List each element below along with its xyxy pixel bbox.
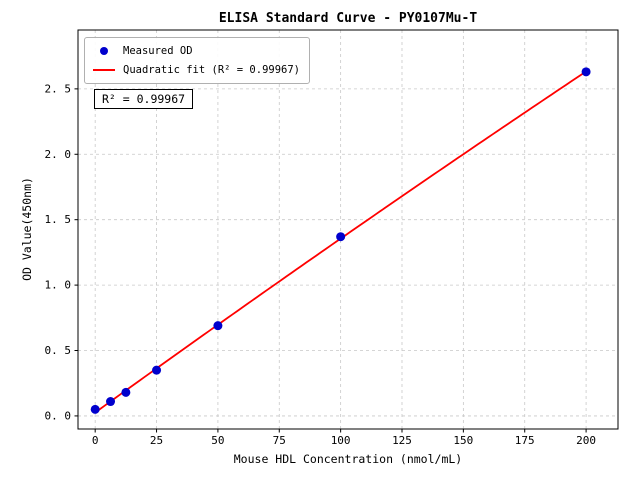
r-squared-annotation: R² = 0.99967 xyxy=(94,89,194,109)
legend-item-measured-od: Measured OD xyxy=(92,43,300,59)
y-tick-label: 2. 0 xyxy=(45,148,72,161)
data-point xyxy=(90,404,100,414)
legend-label: Measured OD xyxy=(123,45,193,57)
y-tick-label: 2. 5 xyxy=(45,82,72,95)
data-point xyxy=(213,321,223,331)
x-tick-label: 200 xyxy=(576,434,596,447)
x-tick-label: 100 xyxy=(331,434,351,447)
x-tick-label: 50 xyxy=(211,434,224,447)
y-axis-label: OD Value(450nm) xyxy=(20,177,34,281)
x-axis-label: Mouse HDL Concentration (nmol/mL) xyxy=(233,452,463,466)
x-tick-label: 75 xyxy=(273,434,286,447)
data-point xyxy=(121,387,131,397)
axes-border xyxy=(77,29,619,430)
legend: Measured OD Quadratic fit (R² = 0.99967) xyxy=(84,37,311,84)
y-tick-label: 0. 5 xyxy=(45,344,72,357)
chart-title: ELISA Standard Curve - PY0107Mu-T xyxy=(218,11,478,26)
data-point xyxy=(336,232,346,242)
x-tick-label: 125 xyxy=(392,434,412,447)
legend-item-quadratic-fit: Quadratic fit (R² = 0.99967) xyxy=(92,62,300,78)
x-tick-label: 175 xyxy=(515,434,535,447)
y-tick-label: 1. 0 xyxy=(45,279,72,292)
x-tick-label: 150 xyxy=(453,434,473,447)
data-point xyxy=(152,365,162,375)
x-tick-label: 25 xyxy=(150,434,163,447)
legend-label: Quadratic fit (R² = 0.99967) xyxy=(123,64,301,76)
x-tick-label: 0 xyxy=(92,434,99,447)
scatter-marker-icon xyxy=(100,47,108,55)
data-point xyxy=(581,67,591,77)
data-point xyxy=(106,397,116,407)
fit-line-icon xyxy=(93,69,115,71)
y-tick-label: 0. 0 xyxy=(45,409,72,422)
y-tick-label: 1. 5 xyxy=(45,213,72,226)
